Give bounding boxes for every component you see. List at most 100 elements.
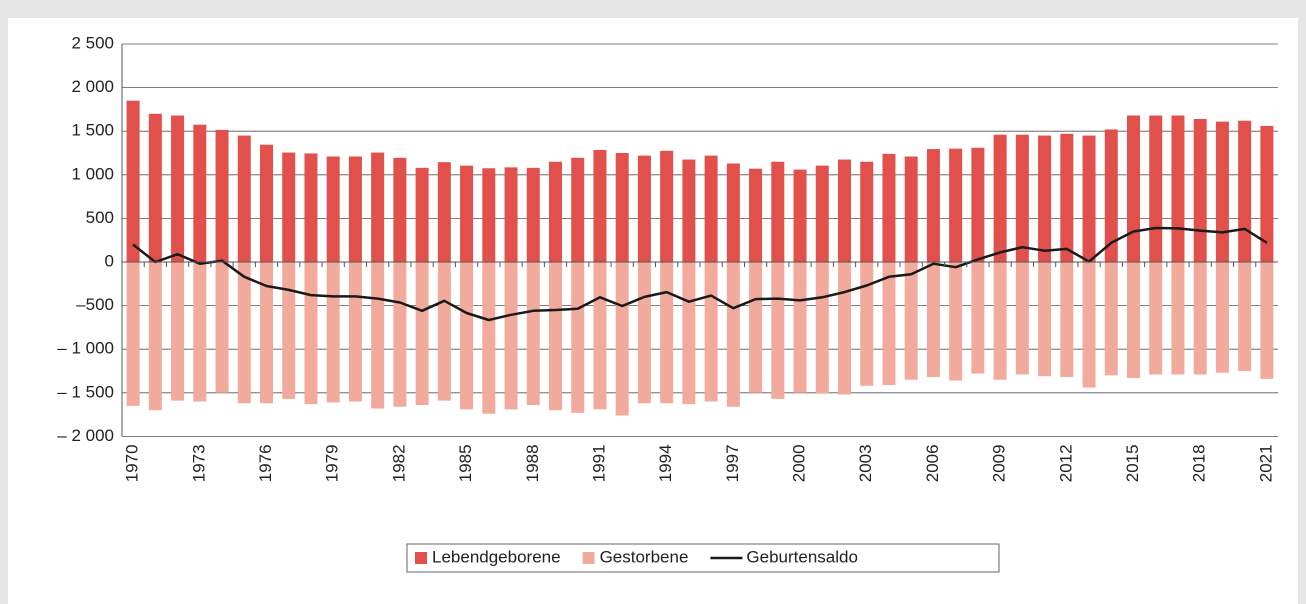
bar — [949, 262, 963, 381]
bar — [1171, 115, 1185, 262]
x-tick-label: 2018 — [1190, 444, 1209, 482]
x-tick-label: 1985 — [456, 444, 475, 482]
bar — [771, 262, 785, 399]
x-tick-label: 1991 — [589, 444, 608, 482]
bar — [148, 113, 162, 262]
bar — [171, 262, 185, 401]
bar — [371, 152, 385, 262]
x-tick-label: 1982 — [389, 444, 408, 482]
bar — [926, 262, 940, 378]
bar — [793, 262, 807, 393]
bar — [1171, 262, 1185, 375]
bar — [237, 135, 251, 262]
bar — [904, 156, 918, 262]
bar — [1015, 134, 1029, 262]
bar — [1149, 262, 1163, 375]
bar — [193, 262, 207, 402]
legend-swatch — [582, 552, 595, 564]
bar — [171, 115, 185, 262]
bar — [1193, 262, 1207, 375]
x-tick-label: 2000 — [790, 444, 809, 482]
bar — [704, 155, 718, 262]
bar — [1238, 262, 1252, 371]
bar — [482, 168, 496, 262]
bar — [437, 262, 451, 401]
bar — [971, 262, 985, 374]
y-tick-label: – 2 000 — [57, 426, 114, 445]
bar — [1015, 262, 1029, 375]
bar — [1060, 133, 1074, 262]
bar — [1238, 120, 1252, 263]
legend-frame — [406, 543, 1000, 573]
bar — [882, 153, 896, 262]
bar — [971, 147, 985, 262]
bar — [1215, 262, 1229, 373]
bar — [126, 262, 140, 406]
bar — [1127, 115, 1140, 262]
bar — [437, 162, 451, 262]
bar — [682, 262, 696, 405]
x-tick-label: 2003 — [856, 444, 875, 482]
y-tick-label: 500 — [86, 208, 114, 227]
legend-label: Geburtensaldo — [746, 547, 858, 566]
bar — [749, 168, 763, 262]
x-tick-label: 2015 — [1123, 444, 1142, 482]
bar — [615, 262, 629, 416]
bar — [815, 165, 829, 262]
bar — [549, 262, 562, 411]
bar — [593, 262, 607, 410]
bar — [860, 161, 874, 262]
x-tick-label: 2006 — [923, 444, 942, 482]
bar — [838, 262, 851, 395]
x-tick-label: 1997 — [723, 444, 742, 482]
bar — [393, 157, 407, 262]
bar — [993, 262, 1007, 380]
bar — [415, 167, 429, 262]
bar — [1260, 262, 1274, 379]
x-tick-label: 1973 — [189, 444, 208, 482]
bar — [793, 169, 807, 262]
bar — [1104, 129, 1118, 262]
bar — [571, 157, 585, 262]
x-tick-label: 1988 — [523, 444, 542, 482]
bar — [348, 262, 362, 402]
bar — [726, 163, 740, 262]
bar — [215, 129, 229, 262]
bar — [815, 262, 829, 394]
bar — [549, 161, 562, 262]
bar — [193, 124, 207, 262]
bar — [1260, 125, 1274, 262]
bar — [1149, 115, 1163, 262]
legend: Lebendgeborene Gestorbene Geburtensaldo — [406, 543, 1000, 573]
bar — [460, 262, 474, 410]
bar — [1082, 262, 1096, 388]
y-tick-label: 1 500 — [71, 121, 114, 140]
x-tick-label: 1979 — [323, 444, 342, 482]
legend-label: Gestorbene — [600, 547, 689, 566]
x-tick-label: 2012 — [1056, 444, 1075, 482]
x-tick-label: 2009 — [990, 444, 1009, 482]
bar — [260, 144, 273, 262]
bar — [838, 159, 851, 262]
bar — [260, 262, 273, 404]
bar — [1038, 262, 1052, 377]
bar — [326, 262, 340, 403]
bar — [637, 262, 651, 404]
bar — [526, 262, 540, 406]
legend-swatch — [415, 552, 427, 564]
bar — [371, 262, 385, 409]
bar — [615, 153, 629, 262]
bar — [282, 262, 296, 399]
bar — [215, 262, 229, 393]
x-tick-label: 1970 — [123, 444, 142, 482]
bar — [1060, 262, 1074, 378]
bar — [1082, 135, 1096, 262]
bar — [326, 156, 340, 262]
bar — [904, 262, 918, 380]
bar — [682, 159, 696, 262]
bar — [504, 167, 518, 262]
bar — [882, 262, 896, 385]
bar — [282, 152, 296, 262]
bar — [482, 262, 496, 414]
